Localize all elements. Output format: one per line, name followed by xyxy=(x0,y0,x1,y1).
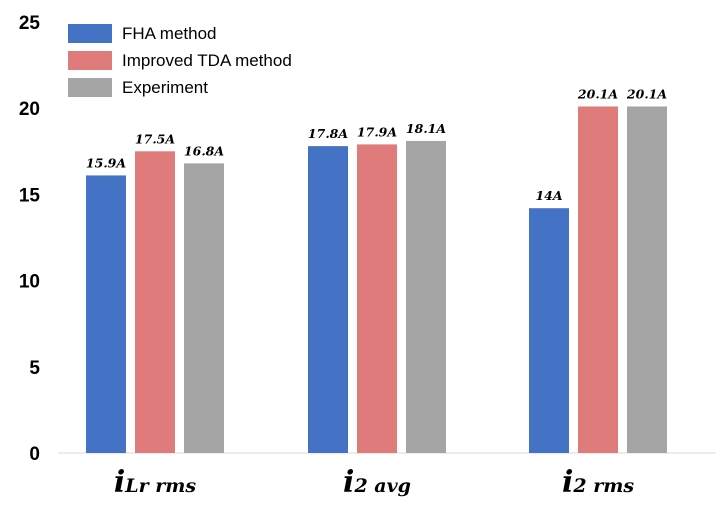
y-tick-label-10: 10 xyxy=(19,272,40,293)
category-labels-layer: iLr rms i2 avg i2 rms xyxy=(114,465,634,500)
bar-improved-tda-method-3 xyxy=(578,106,618,453)
legend-swatch-improved-tda-method xyxy=(68,51,112,70)
data-label-improved-tda-method-3: 20.1A xyxy=(577,86,618,101)
bar-fha-method-3 xyxy=(529,208,569,453)
bar-experiment-3 xyxy=(627,106,667,453)
data-labels-layer: 15.9A 17.8A 14A 17.5A 17.9A 20.1A 16.8A 18.1A 20… xyxy=(86,86,667,203)
legend: FHA method Improved TDA method Experiment xyxy=(68,24,292,97)
bar-fha-method-1 xyxy=(86,175,126,453)
legend-swatch-experiment xyxy=(68,78,112,97)
y-tick-label-5: 5 xyxy=(29,358,40,379)
bar-experiment-1 xyxy=(184,163,224,454)
data-label-experiment-1: 16.8A xyxy=(184,143,224,158)
legend-swatch-fha-method xyxy=(68,24,112,43)
legend-label-improved-tda-method: Improved TDA method xyxy=(122,51,292,70)
data-label-experiment-2: 18.1A xyxy=(406,121,446,136)
data-label-experiment-3: 20.1A xyxy=(626,86,667,101)
data-label-fha-method-1: 15.9A xyxy=(86,155,126,170)
data-label-improved-tda-method-2: 17.9A xyxy=(357,124,397,139)
y-tick-label-15: 15 xyxy=(19,185,41,206)
y-tick-label-0: 0 xyxy=(29,444,40,465)
legend-label-fha-method: FHA method xyxy=(122,24,217,43)
y-tick-label-20: 20 xyxy=(19,99,40,120)
data-label-fha-method-2: 17.8A xyxy=(308,126,348,141)
category-label-main-1: i xyxy=(114,465,125,500)
data-label-fha-method-3: 14A xyxy=(535,188,562,203)
category-label-sub-3: 2 rms xyxy=(572,475,634,497)
bar-improved-tda-method-1 xyxy=(135,151,175,454)
category-label-main-2: i xyxy=(343,465,354,500)
y-tick-label-25: 25 xyxy=(19,13,41,34)
data-label-improved-tda-method-1: 17.5A xyxy=(135,131,175,146)
legend-label-experiment: Experiment xyxy=(122,78,208,97)
bar-fha-method-2 xyxy=(308,146,348,454)
bar-experiment-2 xyxy=(406,140,446,453)
bars-layer xyxy=(86,106,667,454)
bar-improved-tda-method-2 xyxy=(357,144,397,454)
category-label-sub-2: 2 avg xyxy=(353,475,410,497)
category-label-2: i2 avg xyxy=(343,465,411,500)
category-label-3: i2 rms xyxy=(562,465,634,500)
category-label-main-3: i xyxy=(562,465,573,500)
category-label-sub-1: Lr rms xyxy=(124,475,196,497)
category-label-1: iLr rms xyxy=(114,465,197,500)
